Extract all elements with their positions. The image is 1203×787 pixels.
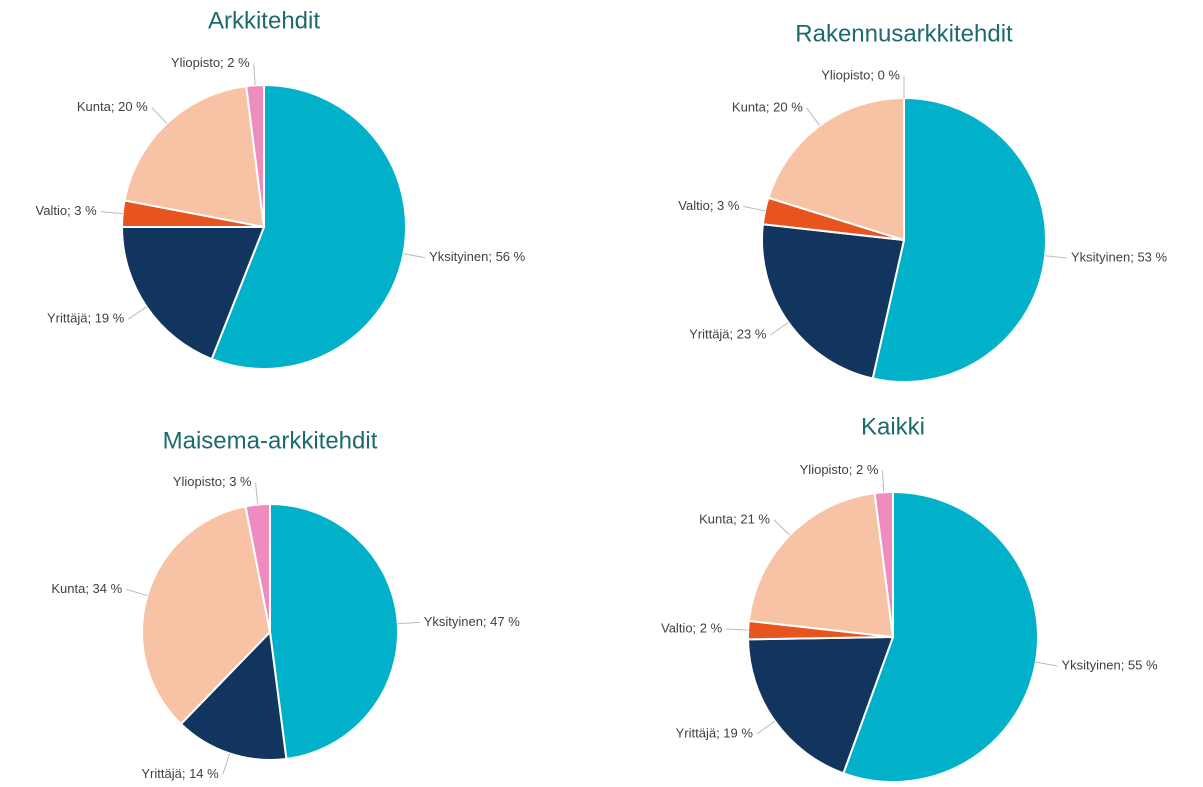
leader-line — [255, 482, 259, 505]
data-label: Yksityinen; 53 % — [1071, 250, 1168, 265]
leader-line — [773, 519, 791, 536]
data-label: Yksityinen; 56 % — [429, 249, 526, 264]
data-label: Yliopisto; 0 % — [821, 67, 900, 82]
leader-line — [756, 720, 776, 735]
leader-line — [222, 753, 231, 775]
pie-slice — [269, 502, 399, 761]
leader-line — [743, 205, 766, 212]
pie-slice — [842, 490, 1039, 783]
pie-slice — [761, 223, 906, 380]
leader-line — [1045, 255, 1068, 259]
chart-title: Arkkitehdit — [208, 7, 320, 34]
data-label: Yliopisto; 2 % — [171, 55, 250, 70]
leader-line — [253, 63, 256, 86]
pie-slice — [747, 635, 895, 775]
data-label: Valtio; 3 % — [678, 198, 740, 213]
data-label: Yrittäjä; 19 % — [676, 725, 754, 740]
leader-line — [397, 621, 420, 625]
chart-title: Maisema-arkkitehdit — [163, 427, 378, 454]
data-label: Kunta; 20 % — [732, 99, 803, 114]
leader-line — [126, 588, 148, 597]
pie-slice — [179, 629, 288, 761]
data-label: Yksityinen; 55 % — [1061, 657, 1158, 672]
pie-slice — [210, 83, 407, 370]
pie-slice — [767, 96, 905, 242]
pie-slice — [245, 83, 265, 228]
data-label: Yrittäjä; 14 % — [141, 766, 219, 781]
data-label: Yksityinen; 47 % — [424, 614, 521, 629]
data-label: Valtio; 3 % — [36, 203, 98, 218]
leader-line — [1035, 661, 1058, 667]
pie-slice — [747, 492, 895, 639]
leader-line — [881, 470, 885, 493]
leader-line — [403, 253, 426, 259]
leader-line — [100, 211, 123, 215]
data-label: Yrittäjä; 19 % — [47, 311, 125, 326]
data-label: Kunta; 34 % — [51, 581, 122, 596]
data-label: Kunta; 20 % — [77, 99, 148, 114]
leader-line — [128, 306, 147, 320]
data-label: Yrittäjä; 23 % — [689, 327, 767, 342]
data-label: Kunta; 21 % — [699, 511, 770, 526]
data-label: Yliopisto; 3 % — [173, 474, 252, 489]
leader-line — [806, 107, 821, 126]
chart-title: Rakennusarkkitehdit — [795, 20, 1013, 47]
data-label: Valtio; 2 % — [661, 620, 723, 635]
chart-title: Kaikki — [861, 413, 925, 440]
pie-slice — [871, 96, 1047, 383]
pie-slice — [120, 226, 266, 361]
leader-line — [770, 321, 789, 336]
leader-line — [726, 628, 749, 631]
leader-line — [151, 107, 168, 124]
data-label: Yliopisto; 2 % — [800, 462, 879, 477]
pie-slice — [873, 490, 894, 638]
